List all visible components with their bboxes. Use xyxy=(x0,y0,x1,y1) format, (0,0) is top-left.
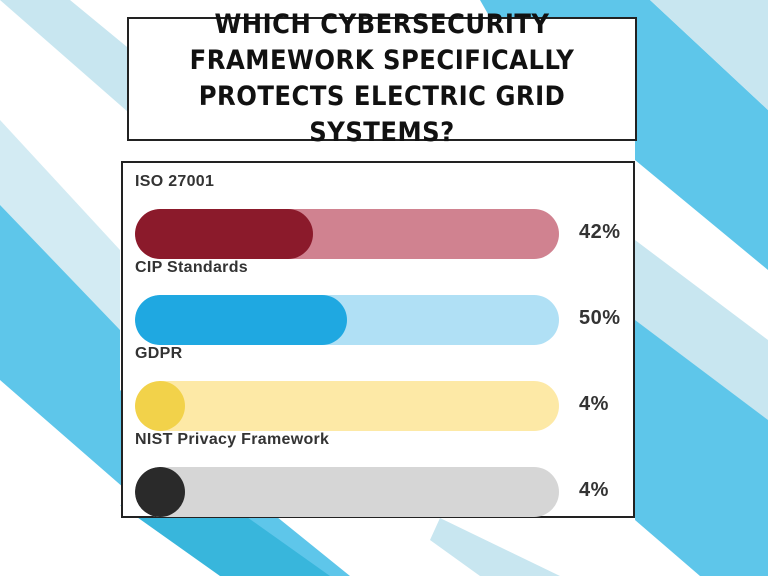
percent-label: 42% xyxy=(579,221,621,243)
option-gdpr: GDPR 4% xyxy=(123,345,633,431)
stripe-blue-bottom xyxy=(120,505,330,576)
option-label: ISO 27001 xyxy=(135,173,215,190)
bar-fill xyxy=(135,381,185,431)
percent-label: 4% xyxy=(579,393,609,415)
option-iso-27001: ISO 27001 42% xyxy=(123,173,633,259)
option-cip-standards: CIP Standards 50% xyxy=(123,259,633,345)
stripe-light-top-right xyxy=(650,0,768,110)
stripe-blue-right xyxy=(635,320,768,576)
stripe-light-bottom-right xyxy=(430,518,560,576)
bar-track xyxy=(135,467,559,517)
question-title: WHICH CYBERSECURITY FRAMEWORK SPECIFICAL… xyxy=(189,9,575,148)
percent-label: 4% xyxy=(579,479,609,501)
bar-track xyxy=(135,295,559,345)
option-label: NIST Privacy Framework xyxy=(135,431,330,448)
question-box: WHICH CYBERSECURITY FRAMEWORK SPECIFICAL… xyxy=(127,9,637,148)
bar-fill xyxy=(135,467,185,517)
option-label: CIP Standards xyxy=(135,259,248,276)
option-label: GDPR xyxy=(135,345,183,362)
bar-track xyxy=(135,209,559,259)
poll-results-panel: ISO 27001 42% CIP Standards 50% GDPR 4% … xyxy=(121,161,635,518)
percent-label: 50% xyxy=(579,307,621,329)
bar-fill xyxy=(135,295,347,345)
bar-fill xyxy=(135,209,314,259)
stripe-blue-left xyxy=(0,205,350,576)
option-nist-privacy-framework: NIST Privacy Framework 4% xyxy=(123,431,633,517)
bar-track xyxy=(135,381,559,431)
